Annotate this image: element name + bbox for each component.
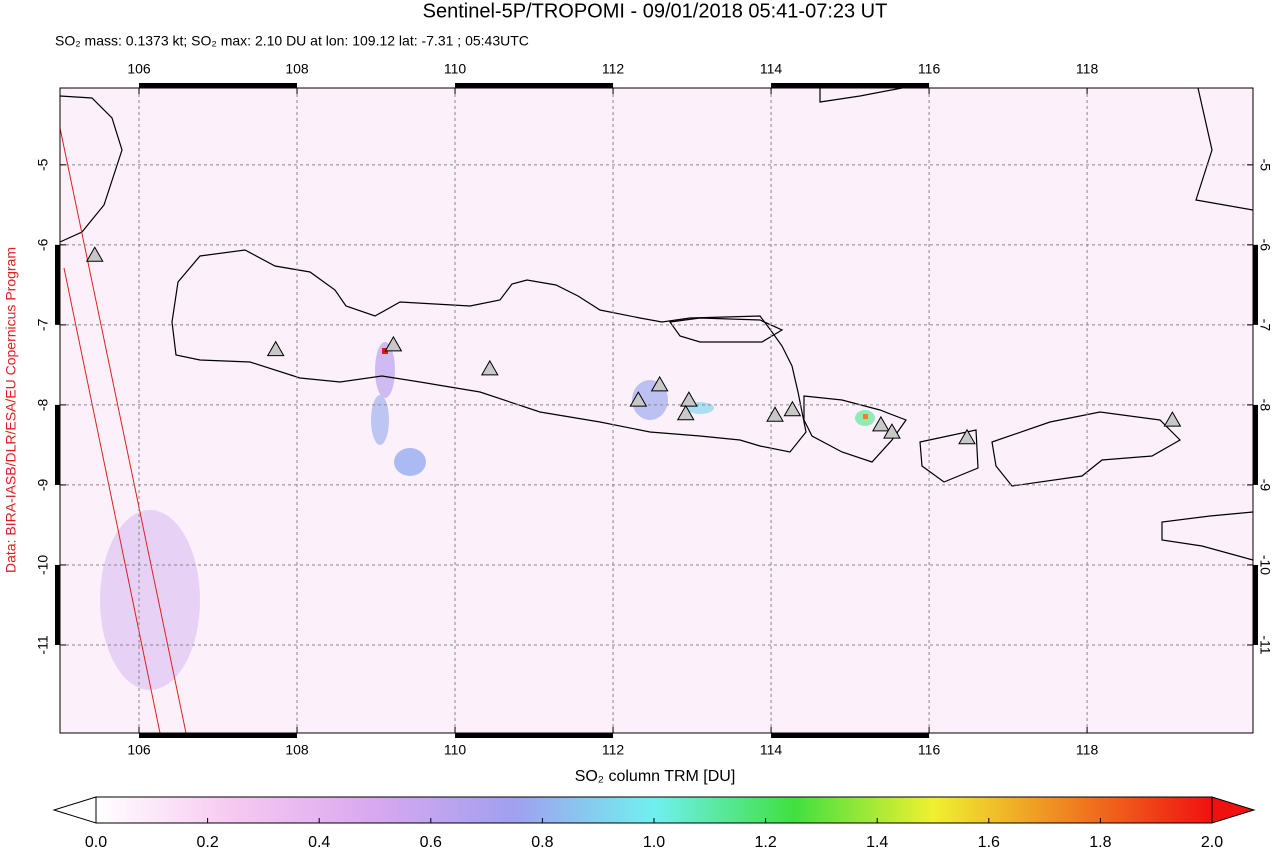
y-tick-label: -8 (1257, 399, 1272, 412)
y-tick-label: -9 (35, 478, 51, 491)
volcano (783, 400, 802, 417)
x-tick-label: 110 (444, 61, 467, 77)
border-block (55, 244, 60, 325)
colorbar-tick-label: 0.2 (196, 834, 218, 851)
volcano (1163, 411, 1182, 427)
hot-pixel (863, 414, 868, 419)
border-block (771, 733, 930, 738)
x-tick-label: 112 (602, 742, 625, 758)
border-block (55, 404, 60, 485)
y-tick-label: -6 (35, 238, 51, 251)
colorbar-tick-label: 0.0 (85, 834, 107, 851)
colorbar-tick-label: 1.2 (754, 834, 776, 851)
x-tick-label: 112 (602, 61, 625, 77)
coast-madura (668, 317, 784, 343)
x-tick-label: 118 (1076, 61, 1099, 77)
volcano (85, 246, 104, 262)
border-block (1253, 244, 1258, 325)
y-tick-label: -6 (1257, 239, 1272, 252)
title: Sentinel-5P/TROPOMI - 09/01/2018 05:41-0… (423, 0, 888, 22)
x-tick-label: 108 (285, 61, 309, 77)
volcano (650, 375, 669, 392)
x-tick-label: 106 (127, 61, 151, 77)
volcano (629, 391, 648, 407)
colorbar-tick-label: 1.6 (978, 834, 1000, 851)
border-block (139, 733, 298, 738)
volcano (480, 359, 499, 376)
x-tick-label: 106 (127, 742, 151, 758)
x-tick-label: 116 (918, 61, 941, 77)
subtitle: SO₂ mass: 0.1373 kt; SO₂ max: 2.10 DU at… (55, 33, 529, 49)
border-block (771, 83, 930, 88)
y-tick-label: -7 (1257, 319, 1272, 332)
colorbar-tick-label: 0.4 (308, 834, 330, 851)
y-tick-label: -11 (35, 635, 51, 654)
y-tick-label: -11 (1257, 635, 1272, 654)
volcano (384, 335, 403, 352)
x-tick-label: 116 (918, 742, 941, 758)
volcano (680, 391, 698, 407)
colorbar-high-arrow (1211, 796, 1256, 824)
y-tick-label: -7 (35, 318, 51, 331)
colorbar-label: SO₂ column TRM [DU] (575, 768, 736, 785)
x-tick-label: 108 (285, 742, 309, 758)
colorbar-tick-label: 0.6 (420, 834, 442, 851)
x-tick-label: 118 (1076, 742, 1099, 758)
swath-edge (63, 267, 161, 733)
border-block (55, 564, 60, 645)
x-tick-label: 114 (760, 61, 783, 77)
coast-borneo (819, 88, 903, 103)
y-tick-label: -10 (1257, 555, 1272, 575)
swath-edge (60, 127, 187, 733)
map-area (60, 88, 1253, 733)
volcano (266, 340, 285, 357)
volcano (958, 428, 976, 445)
volcano (766, 406, 784, 422)
y-tick-label: -10 (35, 555, 51, 575)
coast-sumbawa (991, 411, 1181, 487)
y-tick-label: -9 (1257, 479, 1272, 492)
credit: Data: BIRA-IASB/DLR/ESA/EU Copernicus Pr… (3, 247, 19, 573)
border-block (139, 83, 298, 88)
y-tick-label: -5 (35, 158, 51, 171)
x-tick-label: 110 (444, 742, 467, 758)
volcano (676, 404, 695, 421)
colorbar-low-arrow (52, 796, 97, 824)
colorbar-tick-label: 0.8 (531, 834, 553, 851)
colorbar-tick-label: 2.0 (1201, 834, 1223, 851)
y-tick-label: -5 (1257, 159, 1272, 172)
coast-sumba (1161, 511, 1253, 561)
border-block (455, 733, 614, 738)
volcano (883, 423, 901, 439)
x-tick-label: 114 (760, 742, 783, 758)
coast-sulawesi (1195, 88, 1253, 211)
volcano (872, 415, 890, 432)
coast-java (171, 249, 807, 453)
colorbar-tick-label: 1.4 (866, 834, 888, 851)
colorbar-tick-label: 1.0 (643, 834, 665, 851)
border-block (1253, 404, 1258, 485)
border-block (455, 83, 614, 88)
colorbar-tick-label: 1.8 (1089, 834, 1111, 851)
border-block (1253, 564, 1258, 645)
y-tick-label: -8 (35, 398, 51, 411)
